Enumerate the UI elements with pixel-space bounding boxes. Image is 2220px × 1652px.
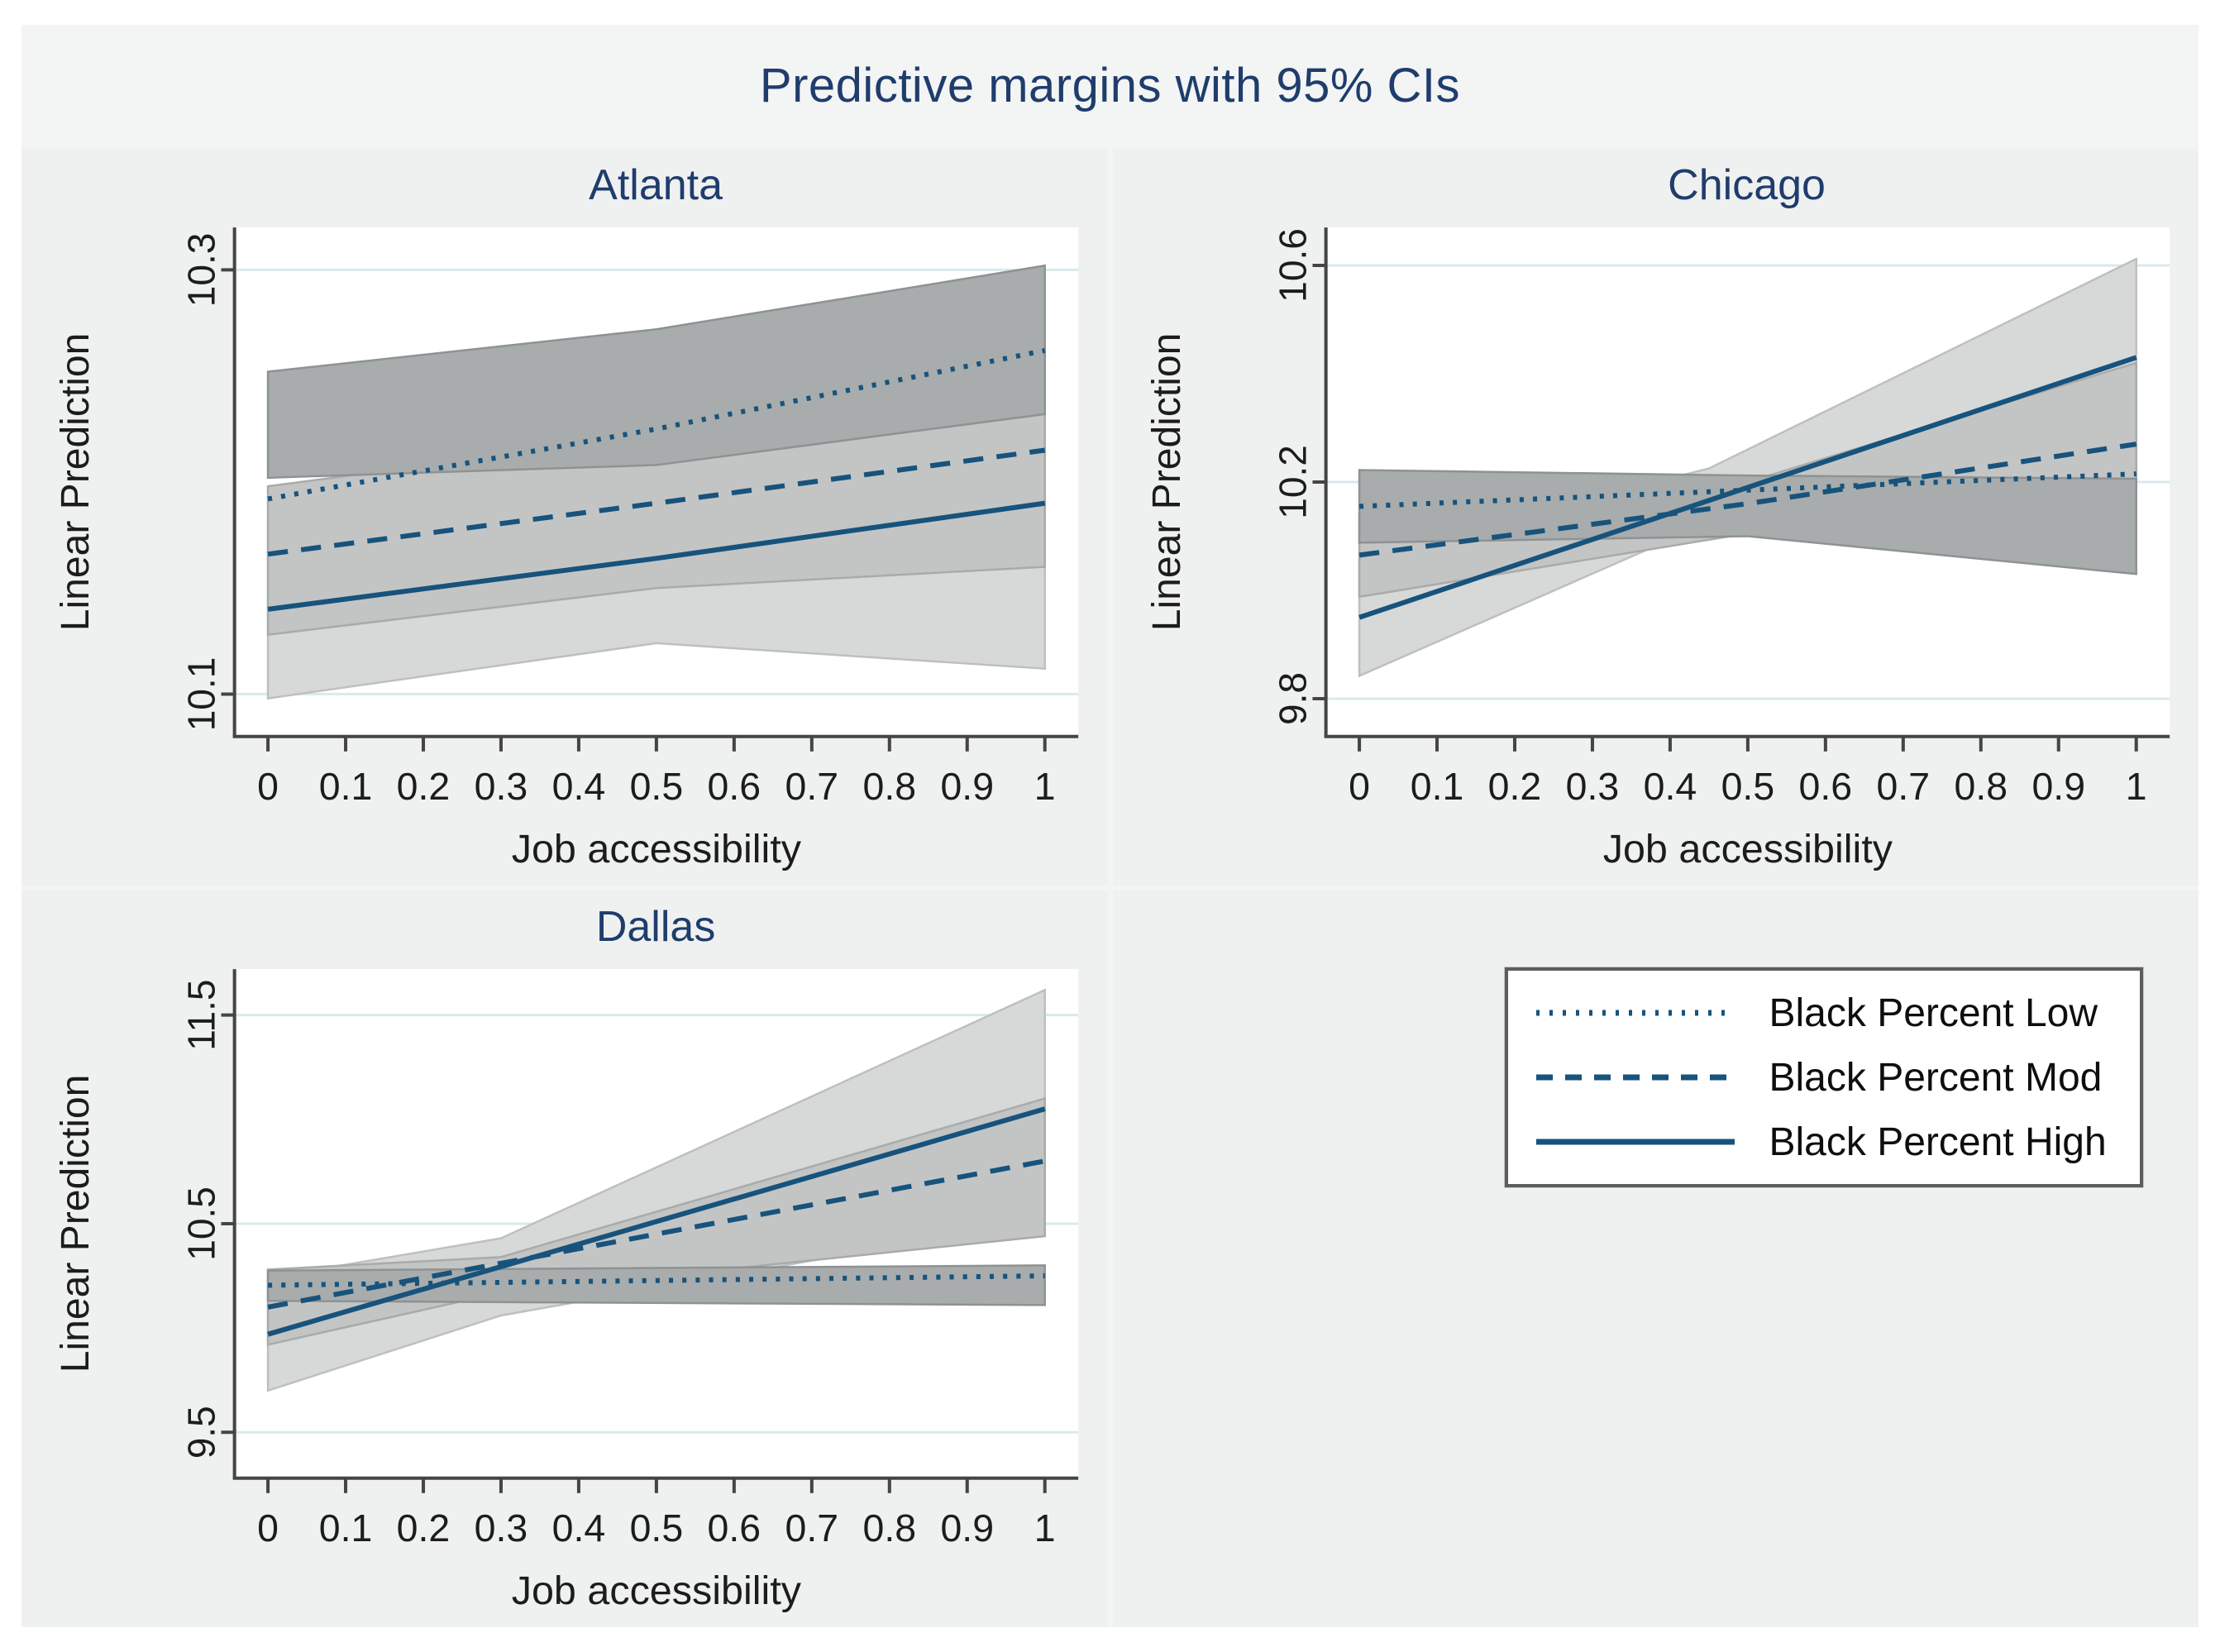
x-tick-label: 1 xyxy=(1034,1506,1056,1549)
x-tick-label: 0.2 xyxy=(397,765,451,808)
y-tick-label: 10.5 xyxy=(179,1186,222,1261)
x-axis-label: Job accessibility xyxy=(1602,827,1893,871)
x-tick-label: 0.9 xyxy=(2031,765,2085,808)
x-axis-label: Job accessibility xyxy=(512,1568,802,1613)
x-tick-label: 0.4 xyxy=(1643,765,1697,808)
chicago-chart-canvas: 9.8 10.2 10.6 0 0.1 0.2 0.3 0.4 0.5 0.6 0.7 0.8 0.9 1… xyxy=(1113,149,2199,886)
figure-title: Predictive margins with 95% CIs xyxy=(759,59,1461,112)
legend-label-mod: Black Percent Mod xyxy=(1769,1055,2103,1100)
dotted-line-icon xyxy=(1535,1010,1735,1016)
y-tick-label: 10.1 xyxy=(179,657,222,732)
series-line-solid xyxy=(267,500,1046,612)
ci-band-dotted xyxy=(266,264,1046,480)
subplot-title-chicago: Chicago xyxy=(1668,161,1826,209)
x-tick-label: 0.4 xyxy=(552,765,606,808)
subplot-atlanta: 10.1 10.3 0 0.1 0.2 0.3 0.4 0.5 0.6 0.7 0.8 0.9 1 Job… xyxy=(21,149,1108,886)
legend-quadrant: Black Percent Low Black Percent Mod Blac… xyxy=(1112,890,2199,1627)
y-tick-label: 10.2 xyxy=(1271,445,1314,519)
y-tick-label: 10.3 xyxy=(179,233,222,308)
x-tick-label: 0.3 xyxy=(475,1506,528,1549)
series-line-dashed xyxy=(267,447,1046,557)
x-tick-label: 0.9 xyxy=(940,765,994,808)
series-line-solid xyxy=(267,1106,1046,1337)
x-tick-label: 0.6 xyxy=(1798,765,1852,808)
x-tick-label: 0 xyxy=(257,1506,279,1549)
y-axis-label: Linear Prediction xyxy=(53,333,98,632)
chart-svg: 10.1 10.3 0 0.1 0.2 0.3 0.4 0.5 0.6 0.7 0.8 0.9 1 Job… xyxy=(53,227,1079,871)
x-tick-label: 0.7 xyxy=(1876,765,1930,808)
x-tick-label: 0.7 xyxy=(785,765,839,808)
y-axis-label: Linear Prediction xyxy=(1143,333,1188,632)
x-tick-label: 0.3 xyxy=(1565,765,1619,808)
subplot-title-dallas: Dallas xyxy=(595,903,716,951)
charts-grid: 10.1 10.3 0 0.1 0.2 0.3 0.4 0.5 0.6 0.7 0.8 0.9 1 Job… xyxy=(21,149,2199,1627)
x-tick-label: 0.5 xyxy=(630,765,684,808)
x-tick-label: 0.5 xyxy=(630,1506,684,1549)
ci-band-dotted xyxy=(266,1264,1046,1306)
legend-item-low: Black Percent Low xyxy=(1531,991,2117,1036)
series-line-dotted xyxy=(268,1273,1045,1288)
x-tick-label: 0.2 xyxy=(1487,765,1541,808)
x-tick-label: 0.1 xyxy=(1410,765,1463,808)
x-tick-label: 0.7 xyxy=(785,1506,839,1549)
x-tick-label: 0.2 xyxy=(397,1506,451,1549)
y-tick-label: 11.5 xyxy=(179,980,222,1051)
x-tick-label: 0.6 xyxy=(708,765,761,808)
x-tick-label: 1 xyxy=(1034,765,1056,808)
x-tick-label: 0.5 xyxy=(1721,765,1774,808)
y-tick-label: 9.8 xyxy=(1271,672,1314,725)
figure-background: Predictive margins with 95% CIs 10.1 10.3… xyxy=(21,25,2199,1627)
chart-svg: 9.8 10.2 10.6 0 0.1 0.2 0.3 0.4 0.5 0.6 0.7 0.8 0.9 1… xyxy=(1143,227,2170,871)
series-line-dashed xyxy=(1358,442,2136,558)
x-tick-label: 0.3 xyxy=(475,765,528,808)
x-tick-label: 0.8 xyxy=(862,765,916,808)
series-line-dotted xyxy=(1358,471,2136,509)
subplot-chicago: 9.8 10.2 10.6 0 0.1 0.2 0.3 0.4 0.5 0.6 0.7 0.8 0.9 1… xyxy=(1112,149,2199,886)
x-tick-label: 0 xyxy=(257,765,279,808)
chart-svg: 9.5 10.5 11.5 0 0.1 0.2 0.3 0.4 0.5 0.6 0.7 0.8 0.9 1… xyxy=(53,969,1079,1613)
x-tick-label: 0.1 xyxy=(319,1506,373,1549)
atlanta-chart-canvas: 10.1 10.3 0 0.1 0.2 0.3 0.4 0.5 0.6 0.7 0.8 0.9 1 Job… xyxy=(21,149,1108,886)
x-axis-label: Job accessibility xyxy=(512,827,802,871)
subplot-dallas: 9.5 10.5 11.5 0 0.1 0.2 0.3 0.4 0.5 0.6 0.7 0.8 0.9 1… xyxy=(21,890,1108,1627)
y-tick-label: 10.6 xyxy=(1271,228,1314,303)
y-axis-label: Linear Prediction xyxy=(53,1075,98,1373)
y-tick-label: 9.5 xyxy=(179,1406,222,1459)
subplot-title-atlanta: Atlanta xyxy=(589,161,723,209)
x-tick-label: 0.6 xyxy=(708,1506,761,1549)
ci-band-dotted xyxy=(1358,469,2137,575)
x-tick-label: 0.4 xyxy=(552,1506,606,1549)
x-tick-label: 0 xyxy=(1349,765,1370,808)
series-line-solid xyxy=(1358,355,2137,620)
solid-line-icon xyxy=(1535,1139,1735,1145)
legend-item-mod: Black Percent Mod xyxy=(1531,1055,2117,1101)
x-tick-label: 0.9 xyxy=(940,1506,994,1549)
legend-label-low: Black Percent Low xyxy=(1769,991,2098,1035)
dallas-chart-canvas: 9.5 10.5 11.5 0 0.1 0.2 0.3 0.4 0.5 0.6 0.7 0.8 0.9 1… xyxy=(21,890,1108,1627)
legend-item-high: Black Percent High xyxy=(1531,1120,2117,1165)
legend: Black Percent Low Black Percent Mod Blac… xyxy=(1504,967,2143,1187)
dashed-line-icon xyxy=(1535,1074,1735,1081)
x-tick-label: 0.1 xyxy=(319,765,373,808)
x-tick-label: 0.8 xyxy=(1954,765,2008,808)
legend-label-high: Black Percent High xyxy=(1769,1120,2107,1164)
x-tick-label: 1 xyxy=(2125,765,2146,808)
x-tick-label: 0.8 xyxy=(862,1506,916,1549)
